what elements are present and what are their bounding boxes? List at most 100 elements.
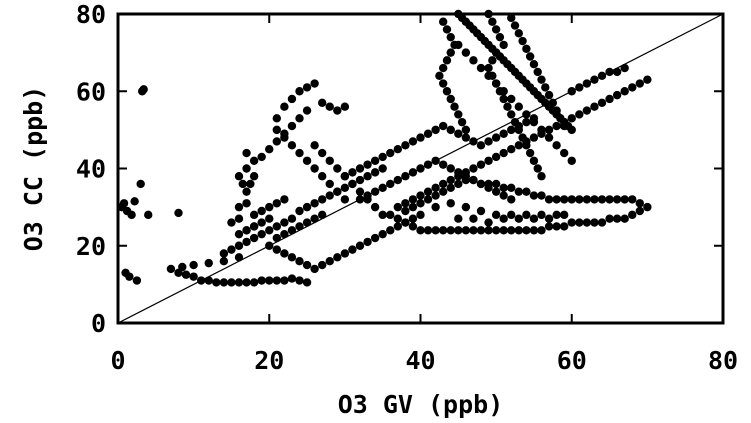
data-point bbox=[242, 199, 251, 208]
data-point bbox=[537, 75, 546, 84]
data-point bbox=[559, 121, 569, 131]
data-point bbox=[219, 249, 229, 258]
data-point bbox=[401, 199, 410, 208]
data-point bbox=[272, 114, 282, 123]
data-point bbox=[537, 191, 546, 200]
data-point bbox=[514, 214, 524, 223]
data-point bbox=[503, 102, 512, 111]
data-point bbox=[499, 214, 508, 223]
data-point bbox=[484, 63, 493, 73]
data-point bbox=[522, 117, 531, 127]
data-point bbox=[370, 233, 380, 243]
data-point bbox=[287, 274, 297, 283]
data-point bbox=[408, 214, 418, 223]
data-point bbox=[386, 226, 395, 235]
data-point bbox=[378, 152, 387, 162]
data-point bbox=[325, 102, 334, 111]
data-point bbox=[302, 218, 312, 227]
y-tick-label: 60 bbox=[76, 77, 106, 106]
data-point bbox=[416, 210, 425, 220]
data-point bbox=[552, 210, 561, 220]
data-point bbox=[310, 164, 319, 173]
data-point bbox=[257, 206, 266, 216]
data-point bbox=[363, 237, 372, 247]
data-point bbox=[174, 208, 183, 218]
data-point bbox=[518, 133, 527, 142]
data-point bbox=[612, 67, 622, 77]
data-point bbox=[317, 172, 327, 181]
data-point bbox=[525, 148, 535, 158]
data-point bbox=[476, 206, 486, 216]
data-point bbox=[491, 79, 501, 88]
data-point bbox=[461, 48, 471, 57]
data-point bbox=[212, 278, 221, 287]
data-point bbox=[469, 56, 478, 65]
data-point bbox=[643, 75, 652, 84]
data-point bbox=[416, 133, 425, 142]
data-point bbox=[491, 210, 501, 220]
data-point bbox=[442, 25, 452, 34]
data-point bbox=[370, 168, 380, 177]
data-point bbox=[544, 214, 554, 223]
data-point bbox=[401, 141, 410, 150]
data-point bbox=[643, 202, 652, 212]
data-point bbox=[499, 226, 508, 235]
data-point bbox=[295, 222, 304, 231]
data-point bbox=[125, 272, 134, 281]
data-point bbox=[544, 133, 554, 142]
y-tick-label: 20 bbox=[76, 232, 106, 261]
data-point bbox=[514, 102, 524, 111]
data-point bbox=[408, 137, 418, 146]
data-point bbox=[491, 25, 501, 34]
data-point bbox=[612, 90, 622, 100]
data-point bbox=[491, 187, 501, 196]
data-point bbox=[302, 260, 312, 270]
data-point bbox=[438, 187, 448, 196]
data-point bbox=[370, 156, 380, 165]
data-point bbox=[302, 278, 312, 287]
data-point bbox=[438, 121, 448, 131]
data-point bbox=[582, 195, 592, 204]
data-point bbox=[488, 56, 497, 65]
data-point bbox=[280, 133, 289, 142]
data-point bbox=[507, 210, 516, 220]
data-point bbox=[302, 156, 312, 165]
data-point bbox=[431, 202, 440, 212]
data-point bbox=[575, 110, 584, 119]
data-point bbox=[280, 102, 289, 111]
data-point bbox=[423, 195, 433, 204]
data-point bbox=[628, 210, 637, 220]
data-point bbox=[363, 160, 372, 169]
data-point bbox=[454, 129, 463, 138]
data-point bbox=[325, 156, 334, 165]
data-point bbox=[484, 226, 493, 235]
data-point bbox=[522, 44, 531, 53]
data-point bbox=[476, 226, 486, 235]
data-point bbox=[249, 222, 259, 231]
data-point bbox=[234, 241, 244, 250]
data-point bbox=[499, 148, 508, 158]
data-point bbox=[612, 214, 622, 223]
y-tick-label: 0 bbox=[91, 309, 106, 338]
data-point bbox=[510, 21, 520, 30]
data-point bbox=[265, 276, 274, 285]
data-point bbox=[431, 125, 440, 135]
data-point bbox=[431, 226, 440, 235]
data-point bbox=[386, 210, 395, 220]
data-point bbox=[514, 226, 524, 235]
data-point bbox=[204, 276, 213, 285]
data-point bbox=[348, 168, 357, 177]
data-point bbox=[454, 40, 463, 50]
data-point bbox=[514, 141, 524, 150]
data-point bbox=[559, 148, 569, 158]
data-point bbox=[582, 106, 592, 115]
data-point bbox=[393, 214, 403, 223]
x-tick-label: 0 bbox=[110, 346, 125, 375]
data-point bbox=[310, 199, 319, 208]
data-point bbox=[257, 152, 266, 162]
data-point bbox=[628, 195, 637, 204]
data-point bbox=[136, 179, 145, 189]
data-point bbox=[333, 187, 342, 196]
data-point bbox=[514, 187, 524, 196]
data-point bbox=[559, 210, 569, 220]
